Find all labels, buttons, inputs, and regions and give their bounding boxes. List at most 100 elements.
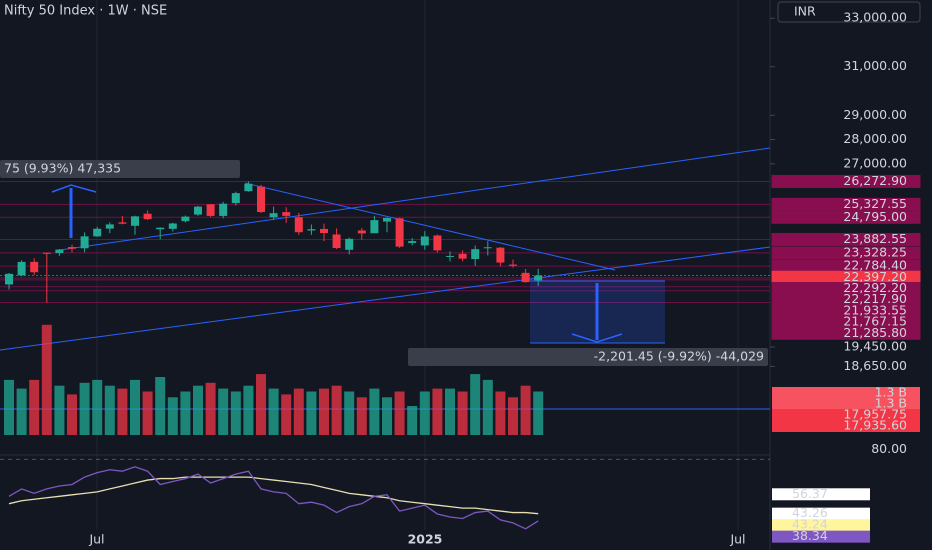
measure-label: -2,201.45 (-9.92%) -44,029 [594, 349, 764, 364]
volume-bar [16, 388, 27, 435]
x-tick-label: Jul [729, 532, 745, 547]
candle-body [320, 228, 328, 234]
volume-bar [130, 379, 140, 435]
candle-body [105, 224, 114, 229]
candle-body [206, 204, 215, 216]
volume-bar [67, 394, 77, 435]
candle-body [80, 236, 89, 249]
volume-bar [142, 391, 153, 435]
candle-body [357, 230, 366, 234]
y-tick-label: 18,650.00 [843, 358, 907, 373]
rsi-label: 38.34 [792, 528, 828, 543]
measure-label: 75 (9.93%) 47,335 [4, 161, 121, 176]
volume-bar [167, 397, 178, 435]
candle-body [307, 229, 316, 231]
side-label-box [772, 409, 920, 421]
currency: INR [794, 4, 816, 19]
candle-body [521, 272, 530, 283]
candle-body [143, 213, 152, 220]
candle-body [483, 247, 492, 249]
price-axis: 33,000.00 31,000.00 29,000.00 28,000.00 27,0… [770, 10, 921, 543]
candle-body [534, 275, 543, 281]
price-label: 21,285.80 [843, 325, 907, 340]
volume-bar [79, 382, 90, 435]
chart-title: Nifty 50 Index · 1W · NSE [4, 4, 167, 19]
volume [4, 324, 544, 435]
price-label: 23,328.25 [843, 244, 907, 259]
candle-body [42, 252, 51, 254]
candles [5, 181, 543, 303]
price-label-box [771, 326, 921, 340]
volume-bar [41, 324, 52, 435]
rsi-tick-label: 80.00 [871, 441, 907, 456]
price-label: 21,933.55 [843, 302, 907, 317]
y-tick-label: 29,000.00 [843, 107, 907, 122]
price-label: 22,397.20 [843, 269, 907, 284]
candle-body [509, 264, 517, 266]
candle-body [118, 222, 127, 224]
volume-bar [256, 374, 266, 435]
candle-body [420, 236, 429, 246]
volume-bar [394, 391, 405, 435]
candle-body [244, 183, 253, 192]
x-tick-label: Jul [88, 532, 104, 547]
candle-body [156, 227, 165, 230]
volume-bar [457, 391, 468, 435]
rsi-pane [0, 458, 770, 530]
volume-bar [230, 391, 241, 435]
volume-bar [92, 379, 103, 435]
price-lines [0, 180, 770, 303]
measure-label-box [0, 160, 240, 178]
trend-line [0, 246, 771, 351]
trend-line [244, 182, 616, 271]
candle-body [93, 228, 102, 237]
side-label: 1.3 B [875, 396, 907, 411]
volume-bar [369, 388, 380, 435]
price-label: 22,292.20 [843, 280, 907, 295]
price-label: 24,795.00 [843, 209, 907, 224]
candle-body [30, 261, 39, 273]
volume-bar [495, 391, 506, 435]
side-label: 17,935.60 [843, 418, 907, 433]
candle-body [257, 186, 265, 212]
y-tick-label: 19,450.00 [843, 339, 907, 354]
x-tick-label: 2025 [408, 532, 443, 547]
volume-bar [218, 388, 229, 435]
volume-bar [432, 388, 443, 435]
y-tick-label: 33,000.00 [843, 10, 907, 25]
side-label: 1.3 B [875, 385, 907, 400]
candle-body [458, 253, 467, 259]
rsi-ma-line [8, 476, 539, 515]
volume-bar [344, 391, 355, 435]
candle-body [181, 216, 190, 222]
rsi-label-box [772, 519, 870, 532]
candle-body [17, 261, 26, 276]
side-label-box [772, 387, 920, 399]
arrow-head [571, 333, 623, 343]
volume-bar [155, 377, 166, 435]
rsi-label-box [772, 507, 870, 520]
volume-bar [520, 385, 531, 435]
price-label-box [771, 210, 921, 224]
price-label: 26,272.90 [843, 173, 907, 188]
y-tick-label: 31,000.00 [843, 58, 907, 73]
price-label: 22,217.90 [843, 291, 907, 306]
volume-bar [407, 406, 418, 435]
y-tick-label: 27,000.00 [843, 155, 907, 170]
arrow-head [51, 184, 97, 193]
volume-bar [508, 397, 518, 435]
candle-body [68, 247, 76, 249]
price-label: 25,327.55 [843, 196, 907, 211]
price-label-box [771, 174, 921, 188]
volume-bar [533, 391, 544, 435]
price-label-box [771, 232, 921, 246]
volume-bar [382, 397, 392, 435]
price-label-box [771, 197, 921, 211]
candle-body [5, 273, 13, 285]
price-label: 23,882.55 [843, 231, 907, 246]
rsi-line [8, 466, 539, 530]
volume-bar [193, 385, 203, 435]
rsi-label-box [772, 488, 870, 501]
side-label-box [772, 398, 920, 410]
